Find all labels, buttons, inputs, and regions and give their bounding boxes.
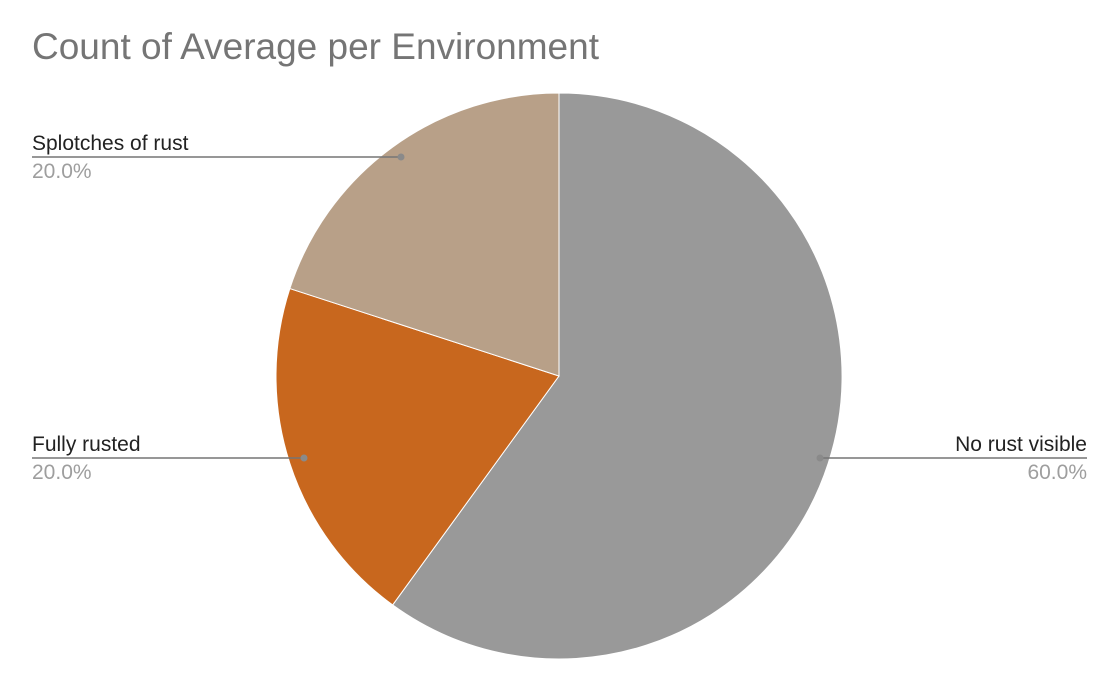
slice-label-no-rust-visible: No rust visible [955,433,1087,456]
pie-slice-fully-rusted [275,287,560,606]
chart-title: Count of Average per Environment [32,26,599,67]
pie-callouts: No rust visible 60.0% Fully rusted 20.0% Spl… [32,132,1087,484]
slice-percent-no-rust-visible: 60.0% [1027,461,1087,484]
slice-label-fully-rusted: Fully rusted [32,433,141,456]
pie-slices [275,92,843,660]
slice-label-splotches-of-rust: Splotches of rust [32,132,189,155]
pie-slice-no-rust-visible [391,92,843,660]
callout-dot-fully-rusted [300,454,308,462]
pie-slice-splotches-of-rust [289,92,560,377]
slice-percent-splotches-of-rust: 20.0% [32,160,92,183]
callout-dot-no-rust-visible [816,454,824,462]
slice-percent-fully-rusted: 20.0% [32,461,92,484]
callout-dot-splotches-of-rust [397,153,405,161]
